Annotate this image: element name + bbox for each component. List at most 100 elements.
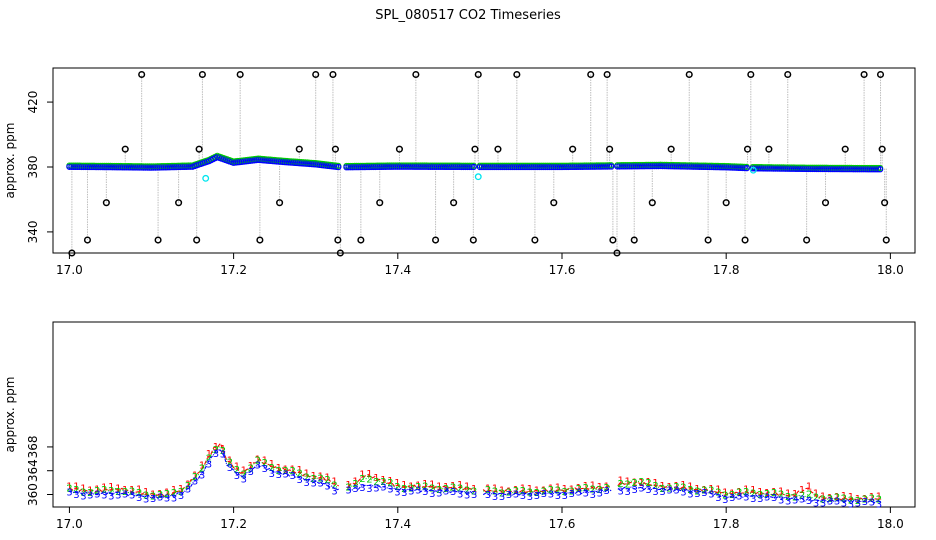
series-marker-1: 1 [143, 487, 149, 498]
series-marker-1: 1 [443, 482, 449, 493]
series-marker-3: 3 [290, 471, 296, 482]
series-marker-1: 1 [687, 481, 693, 492]
series-marker-1: 1 [303, 468, 309, 479]
series-marker-1: 1 [387, 476, 393, 487]
series-marker-3: 3 [555, 491, 561, 502]
series-marker-1: 1 [799, 485, 805, 496]
series-marker-3: 3 [94, 490, 100, 501]
series-marker-3: 3 [757, 494, 763, 505]
series-marker-1: 1 [220, 444, 226, 455]
series-marker-2: 2 [178, 487, 184, 498]
series-marker-2: 2 [443, 484, 449, 495]
series-marker-1: 1 [401, 480, 407, 491]
series-marker-1: 1 [164, 488, 170, 499]
outlier-point [138, 70, 146, 79]
series-marker-3: 3 [255, 460, 261, 471]
data-point-3 [876, 166, 884, 173]
series-marker-2: 2 [841, 493, 847, 504]
plot-frame [52, 321, 916, 508]
outlier-point [765, 145, 773, 153]
series-marker-3: 3 [443, 487, 449, 498]
series-marker-3: 3 [394, 487, 400, 498]
series-marker-3: 3 [785, 497, 791, 508]
series-marker-2: 2 [876, 495, 882, 506]
series-marker-3: 3 [604, 486, 610, 497]
outlier-point [803, 236, 811, 244]
series-marker-3: 3 [673, 485, 679, 496]
series-marker-3: 3 [262, 464, 268, 475]
series-marker-3: 3 [150, 494, 156, 505]
series-marker-3: 3 [569, 489, 575, 500]
series-marker-3: 3 [687, 489, 693, 500]
series-line-3 [617, 486, 881, 504]
series-marker-3: 3 [324, 482, 330, 493]
outlier-point [821, 199, 830, 207]
series-marker-3: 3 [429, 489, 435, 500]
series-marker-2: 2 [66, 483, 72, 494]
series-marker-3: 3 [715, 493, 721, 504]
data-point-3 [608, 163, 615, 170]
series-marker-2: 2 [799, 490, 805, 501]
outlier-point [550, 199, 558, 207]
series-marker-1: 1 [436, 482, 442, 493]
x-tick-label: 17.2 [220, 263, 247, 277]
series-marker-3: 3 [666, 486, 672, 497]
series-marker-2: 2 [436, 485, 442, 496]
series-marker-2: 2 [652, 481, 658, 492]
series-marker-1: 1 [366, 469, 372, 480]
outlier-point [841, 145, 849, 153]
series-marker-3: 3 [624, 487, 630, 498]
series-marker-3: 3 [527, 492, 533, 503]
series-marker-2: 2 [213, 445, 219, 456]
series-marker-2: 2 [485, 485, 491, 496]
series-marker-2: 2 [366, 475, 372, 486]
series-marker-1: 1 [66, 481, 72, 492]
series-marker-1: 1 [185, 480, 191, 491]
outlier-point [531, 236, 539, 244]
series-marker-3: 3 [548, 489, 554, 500]
series-marker-1: 1 [876, 491, 882, 502]
series-marker-2: 2 [771, 488, 777, 499]
series-marker-3: 3 [534, 491, 540, 502]
series-marker-1: 1 [743, 485, 749, 496]
series-marker-3: 3 [652, 487, 658, 498]
data-point-3 [335, 163, 342, 171]
series-marker-3: 3 [708, 490, 714, 501]
series-marker-1: 1 [262, 455, 268, 466]
series-marker-2: 2 [206, 453, 212, 464]
series-marker-2: 2 [331, 480, 337, 491]
series-marker-3: 3 [436, 488, 442, 499]
series-marker-3: 3 [415, 486, 421, 497]
series-marker-1: 1 [680, 480, 686, 491]
outlier-point [256, 236, 264, 244]
series-marker-2: 2 [317, 473, 323, 484]
series-marker-3: 3 [408, 486, 414, 497]
outlier-point [722, 199, 730, 207]
x-tick-label: 17.0 [56, 517, 83, 531]
series-marker-1: 1 [317, 472, 323, 483]
series-marker-3: 3 [876, 499, 882, 510]
outlier-point [685, 70, 693, 79]
series-marker-1: 1 [213, 442, 219, 453]
series-marker-1: 1 [234, 461, 240, 472]
series-marker-2: 2 [220, 446, 226, 457]
series-marker-3: 3 [87, 490, 93, 501]
series-marker-1: 1 [764, 488, 770, 499]
y-tick-label: 340 [26, 220, 40, 243]
x-tick-label: 17.8 [713, 517, 740, 531]
plot-frame [52, 67, 916, 254]
series-marker-1: 1 [869, 492, 875, 503]
series-marker-2: 2 [757, 490, 763, 501]
series-marker-1: 1 [534, 486, 540, 497]
series-marker-1: 1 [310, 471, 316, 482]
series-marker-3: 3 [464, 491, 470, 502]
series-marker-3: 3 [401, 488, 407, 499]
y-tick-label: 360 [26, 483, 40, 506]
series-marker-3: 3 [234, 471, 240, 482]
series-marker-1: 1 [555, 483, 561, 494]
outlier-point [195, 145, 203, 153]
series-marker-1: 1 [115, 484, 121, 495]
series-marker-2: 2 [80, 487, 86, 498]
series-line-3 [482, 488, 612, 497]
